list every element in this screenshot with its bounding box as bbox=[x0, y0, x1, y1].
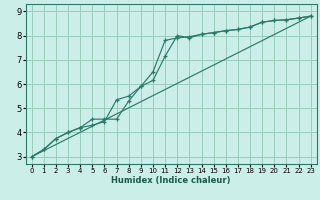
X-axis label: Humidex (Indice chaleur): Humidex (Indice chaleur) bbox=[111, 176, 231, 185]
